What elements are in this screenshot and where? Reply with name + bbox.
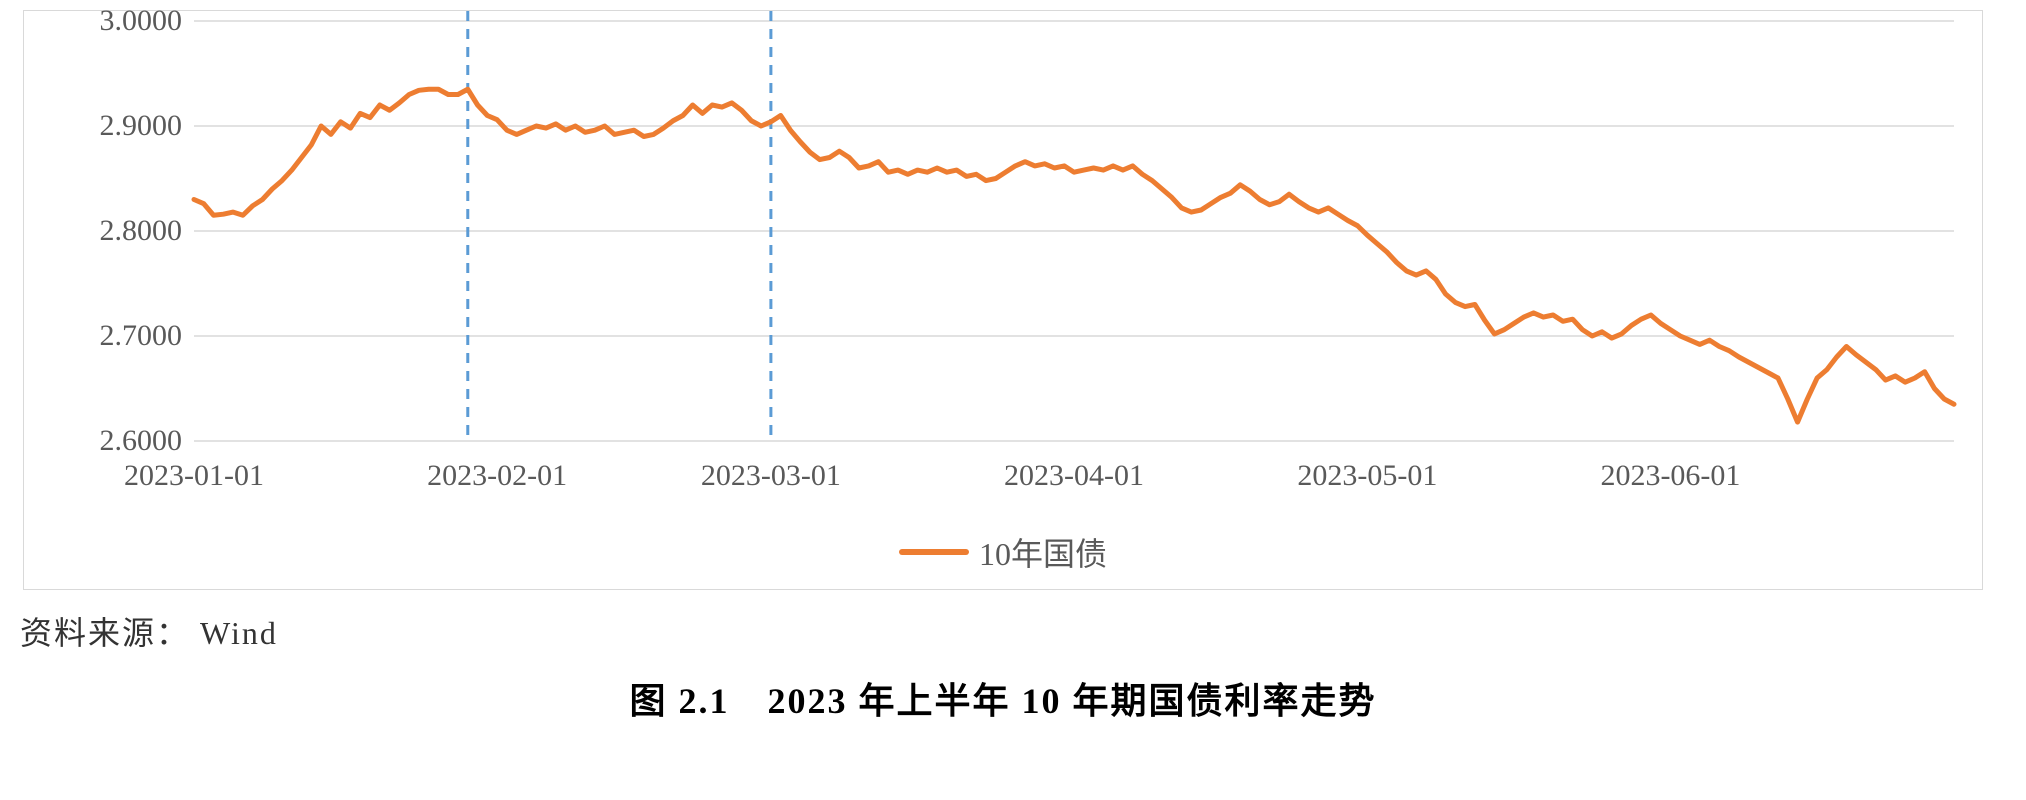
x-tick-label: 2023-06-01 xyxy=(1600,459,1740,493)
line-chart-svg xyxy=(194,21,1954,441)
x-tick-label: 2023-03-01 xyxy=(701,459,841,493)
legend-label: 10年国债 xyxy=(979,529,1107,575)
y-tick-label: 2.7000 xyxy=(32,319,182,353)
x-tick-label: 2023-02-01 xyxy=(427,459,567,493)
x-tick-label: 2023-04-01 xyxy=(1004,459,1144,493)
chart-box: 2.60002.70002.80002.90003.0000 2023-01-0… xyxy=(23,10,1983,590)
x-tick-label: 2023-01-01 xyxy=(124,459,264,493)
legend-swatch xyxy=(899,549,969,555)
x-tick-label: 2023-05-01 xyxy=(1297,459,1437,493)
y-tick-label: 2.9000 xyxy=(32,109,182,143)
figure-container: 2.6000 2.7000 2.8000 2.9000 3.0000 2023-01-0… xyxy=(0,0,2026,800)
y-tick-label: 2.8000 xyxy=(32,214,182,248)
plot-area xyxy=(194,21,1954,441)
figure-caption: 图 2.1 2023 年上半年 10 年期国债利率走势 xyxy=(20,672,1986,724)
source-prefix: 资料来源： xyxy=(20,615,190,651)
y-tick-label: 2.6000 xyxy=(32,424,182,458)
series-line xyxy=(194,89,1954,422)
chart-legend: 10年国债 xyxy=(24,529,1982,575)
y-tick-label: 3.0000 xyxy=(32,4,182,38)
source-value: Wind xyxy=(200,615,278,651)
source-line: 资料来源： Wind xyxy=(20,608,1986,654)
